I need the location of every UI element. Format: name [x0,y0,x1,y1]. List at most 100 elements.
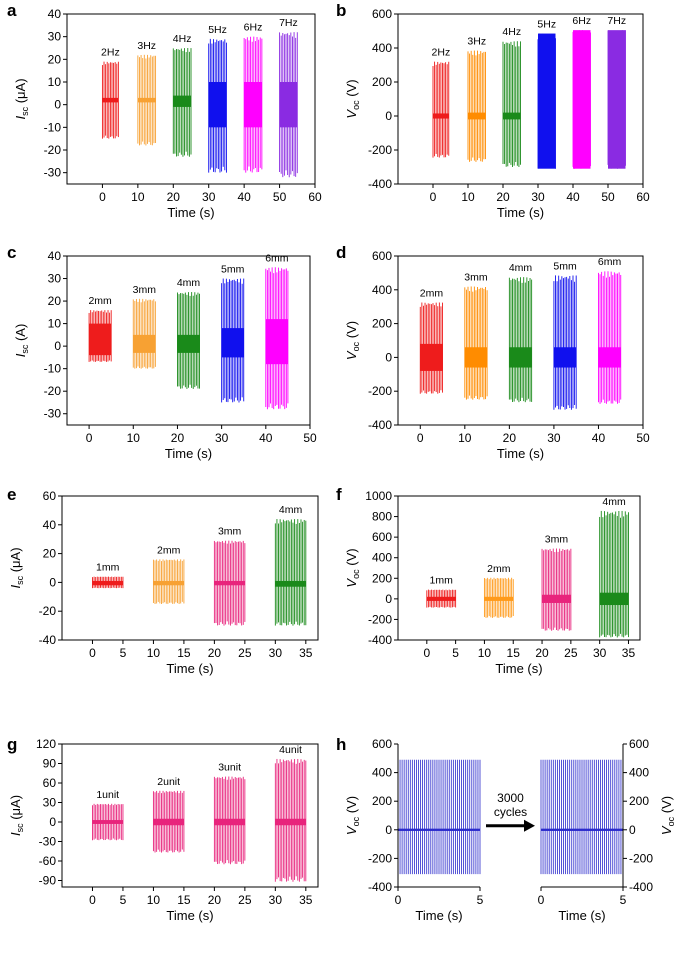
y-axis-unit: (V) [659,796,674,817]
y-axis-symbol: V [344,578,359,588]
y-tick-label-f: -400 [368,633,392,647]
baseline-band-a [244,82,262,128]
series-label-f: 4mm [602,496,626,508]
y-axis-symbol: V [344,825,359,835]
x-tick-label-e: 35 [299,646,313,660]
y-axis-unit: (μA) [8,547,23,575]
series-label-a: 7Hz [279,17,298,29]
plot-area-d [419,271,622,410]
series-label-c: 2mm [88,295,112,307]
y-axis-label-h-0: Voc (V) [344,796,361,835]
axes-frame-b [397,13,644,185]
baseline-band-f [426,596,456,601]
series-g-2unit [152,790,185,853]
y-tick-label-d: -400 [368,418,392,432]
y-tick-label-g: 90 [43,757,57,771]
series-h-0 [397,759,481,875]
panel-label-h: h [336,735,346,754]
x-tick-label-h: 0 [395,893,402,907]
x-tick-label-a: 0 [99,190,106,204]
x-tick-label-d: 30 [547,431,561,445]
y-tick-label-c: 30 [48,272,62,286]
baseline-band-g [214,818,245,826]
series-label-f: 1mm [430,575,454,587]
x-tick-label-c: 40 [259,431,273,445]
x-axis-label-e: Time (s) [166,661,213,676]
baseline-band-a [208,82,227,128]
panel-label-c: c [7,243,16,262]
y-tick-label-g: -30 [39,835,57,849]
baseline-band-a [279,82,298,128]
series-d-6mm [598,271,622,404]
x-tick-label-e: 30 [269,646,283,660]
plot-area-g [92,758,307,882]
y-axis-subscript: oc [666,816,676,826]
y-tick-label-e: 0 [49,575,56,589]
cycles-annotation: 3000 [497,791,524,805]
x-axis-label-d: Time (s) [497,446,544,461]
x-axis-label-f: Time (s) [495,661,542,676]
baseline-band-f [484,596,514,601]
y-tick-label-b: 0 [385,109,392,123]
x-axis-label-b: Time (s) [497,205,544,220]
y-axis-symbol: I [13,116,28,120]
series-a-6Hz [243,36,263,173]
y-tick-label-c: -30 [44,407,62,421]
y-tick-label-right-h: -200 [629,851,653,865]
baseline-band-h [541,828,623,831]
baseline-band-f [599,592,629,606]
y-tick-label-left-h: 0 [385,823,392,837]
series-a-5Hz [208,38,227,173]
series-e-3mm [213,540,246,626]
x-tick-label-c: 50 [303,431,317,445]
baseline-band-b [433,113,449,119]
x-axis-label-a: Time (s) [167,205,214,220]
series-b-3Hz [467,50,486,162]
y-tick-label-e: -20 [39,604,57,618]
y-tick-label-b: 200 [372,75,392,89]
series-a-4Hz [172,48,192,157]
baseline-band-g [153,818,184,826]
series-d-5mm [553,275,577,410]
y-tick-label-f: 800 [372,510,392,524]
x-tick-label-e: 15 [177,646,191,660]
series-e-4mm [274,519,307,626]
baseline-band-c [265,319,288,365]
y-tick-label-a: 10 [48,75,62,89]
y-tick-label-a: 20 [48,52,62,66]
series-b-7Hz [607,30,626,169]
y-tick-label-c: -20 [44,384,62,398]
series-f-1mm [426,589,457,608]
series-h-1 [540,759,624,875]
panel-e: e 1mm 2mm 3mm 4mm 0 5 10 15 20 25 30 35 -40 -20 0 20 40 60… [7,485,319,676]
y-axis-subscript: sc [15,823,25,833]
series-f-2mm [483,577,514,618]
x-tick-label-g: 10 [147,893,161,907]
panel-g: g 1unit 2unit 3unit 4unit 0 5 10 15 20 25 30 35 -90 -6… [7,735,319,923]
series-label-a: 2Hz [101,47,120,59]
x-tick-label-d: 0 [417,431,424,445]
series-d-2mm [419,302,443,394]
x-tick-label-e: 0 [89,646,96,660]
series-b-6Hz [572,30,591,169]
y-tick-label-g: -90 [39,874,57,888]
series-b-5Hz [537,33,556,169]
baseline-band-b [573,30,591,169]
x-tick-label-g: 5 [120,893,127,907]
x-tick-label-b: 20 [496,190,510,204]
x-tick-label-f: 15 [507,646,521,660]
series-label-c: 3mm [133,284,157,296]
series-a-2Hz [101,61,119,139]
series-f-3mm [541,548,572,631]
series-label-g: 3unit [218,762,241,774]
y-tick-label-a: -20 [44,143,62,157]
series-label-b: 5Hz [537,19,556,31]
x-tick-label-f: 30 [593,646,607,660]
y-tick-label-e: 40 [43,518,57,532]
y-tick-label-d: -200 [368,384,392,398]
panel-label-e: e [7,485,16,504]
series-f-4mm [599,510,629,638]
x-tick-label-f: 35 [622,646,636,660]
panel-c: c 2mm 3mm 4mm 5mm 6mm 0 10 20 30 40 50 -30 -20 -10 0 10 2… [7,243,317,461]
x-tick-label-a: 60 [308,190,322,204]
